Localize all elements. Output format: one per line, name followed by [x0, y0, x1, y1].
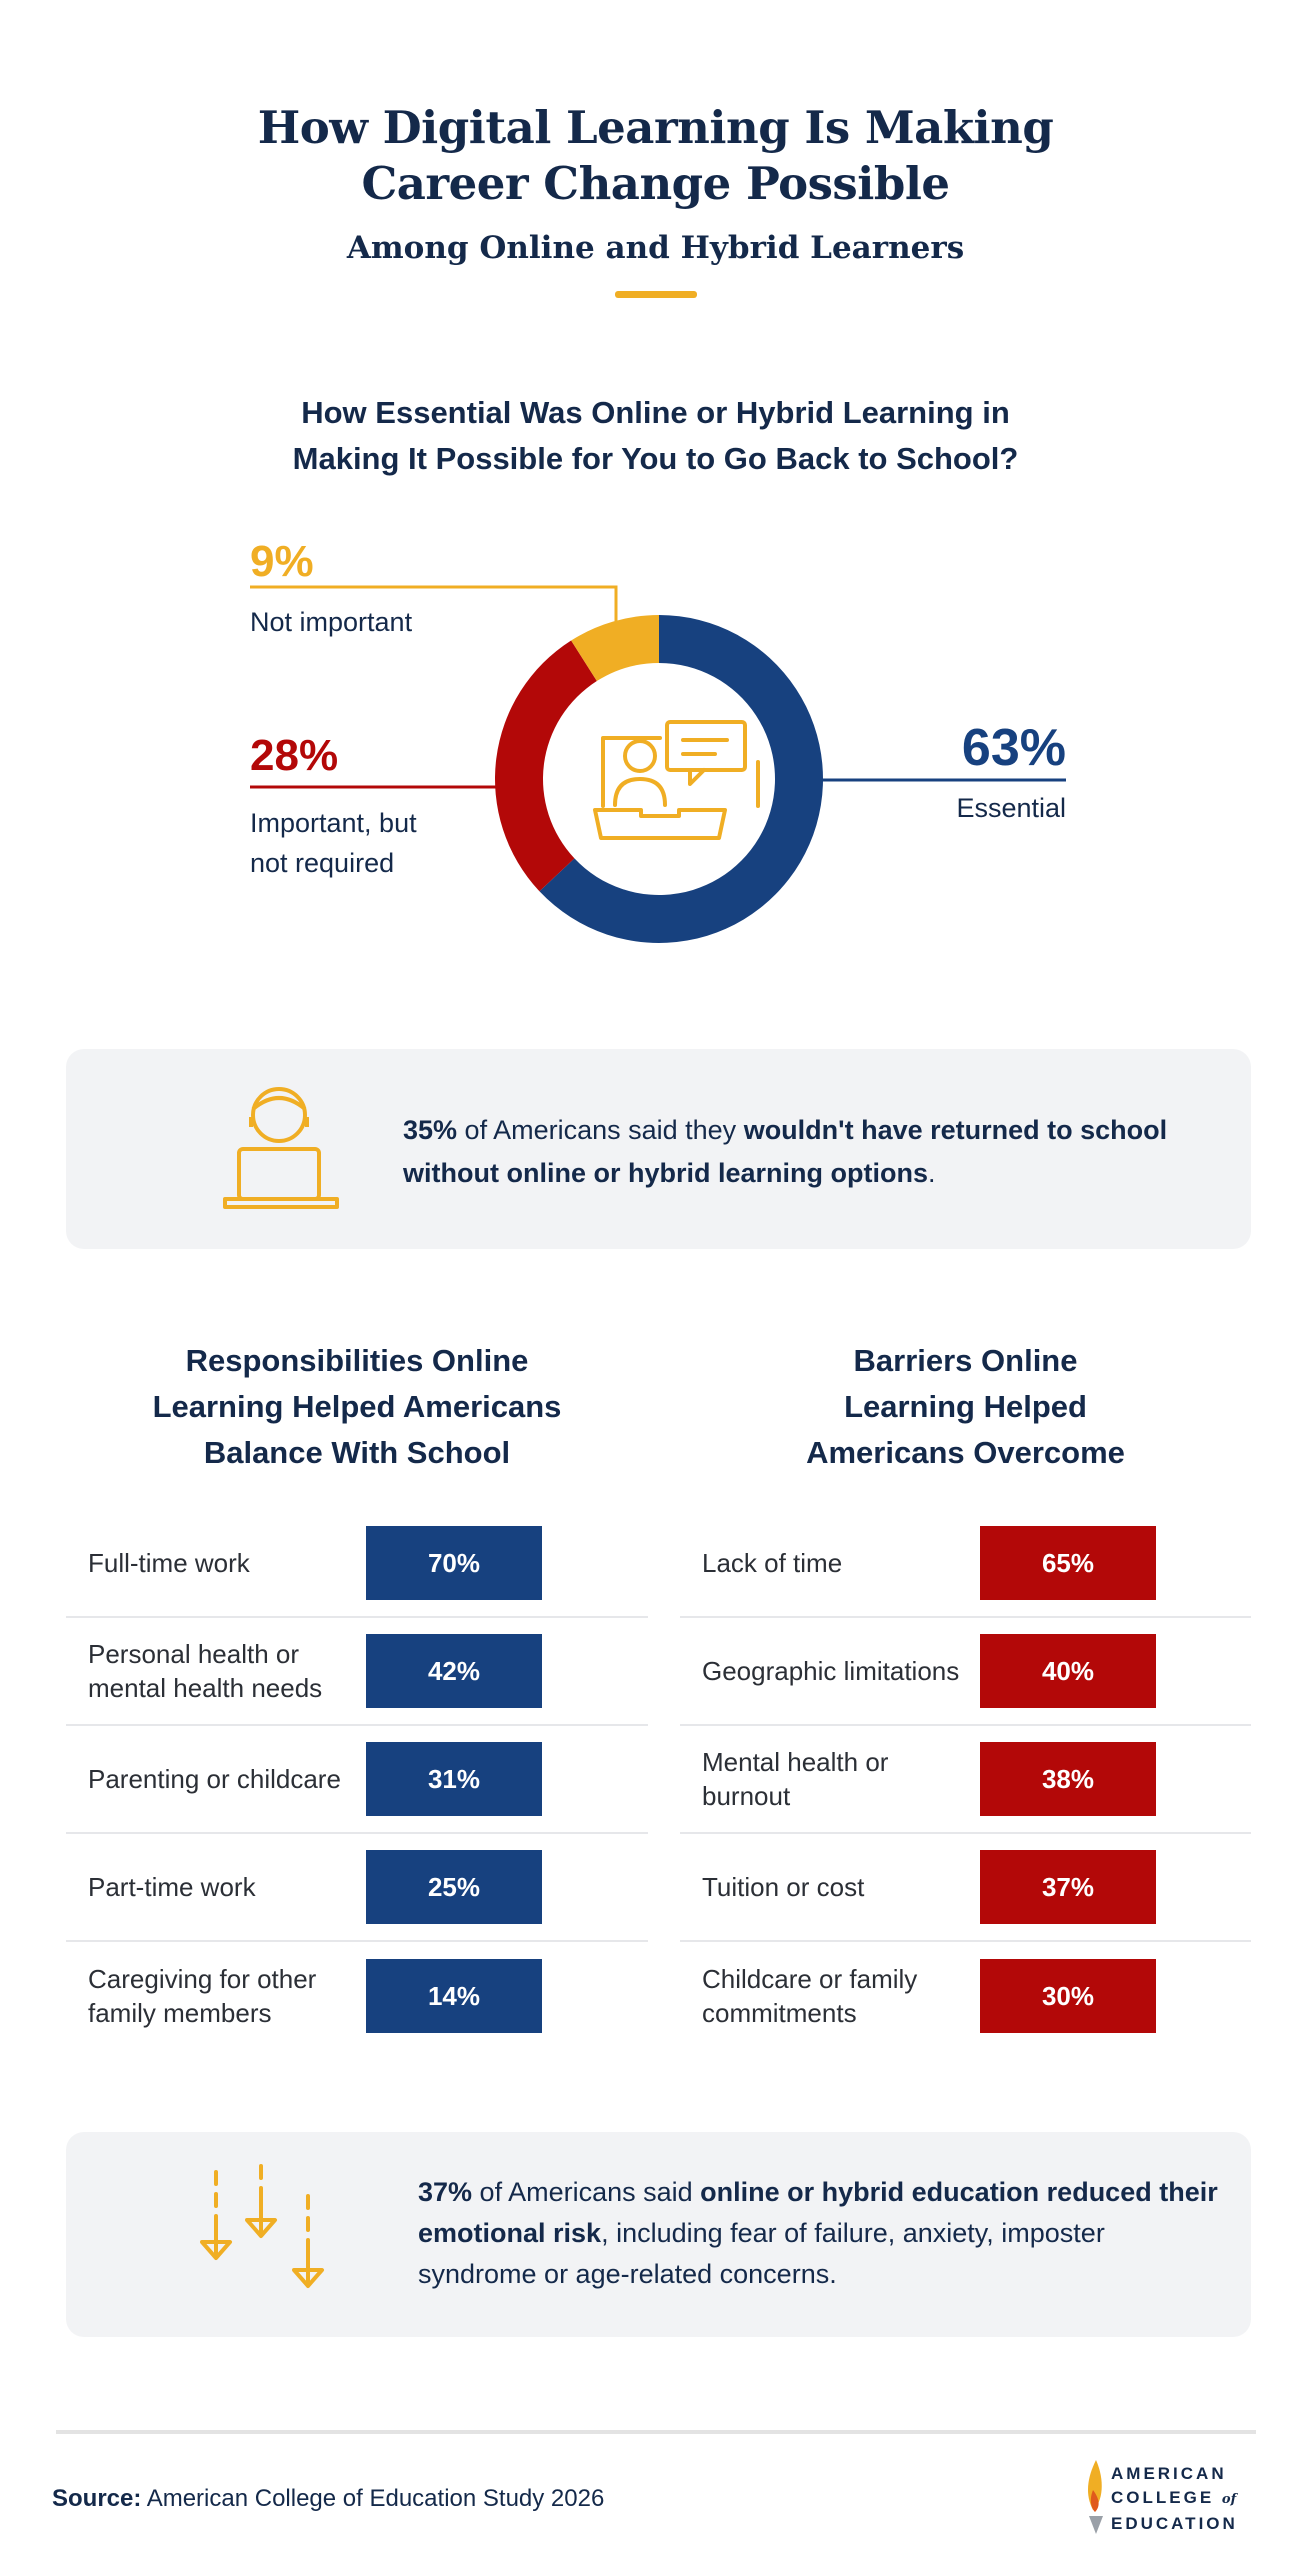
responsibilities-row: Parenting or childcare 31% — [66, 1726, 648, 1834]
footer-divider — [56, 2430, 1256, 2434]
down-arrows-icon — [200, 2164, 324, 2288]
donut-slice-essential — [539, 615, 823, 943]
row-label: Mental health or burnout — [702, 1747, 889, 1811]
donut-slice-not-important — [571, 615, 659, 682]
slice-label-value-important: 28% — [250, 731, 339, 780]
callout-text: 35% of Americans said they wouldn't have… — [403, 1115, 1168, 1188]
leader-line-not-important — [250, 585, 618, 625]
row-label: Parenting or childcare — [88, 1764, 341, 1794]
ace-logo: AMERICAN COLLEGE of EDUCATION — [1085, 2460, 1255, 2535]
slice-label-important: Important, but not required — [250, 808, 417, 878]
page-subtitle: Among Online and Hybrid Learners — [346, 230, 965, 266]
barriers-row: Mental health or burnout 38% — [680, 1726, 1251, 1834]
row-label: Childcare or family commitments — [702, 1964, 918, 2028]
row-label: Caregiving for other family members — [88, 1964, 317, 2028]
slice-label-value-essential: 63% — [961, 719, 1066, 777]
row-label: Lack of time — [702, 1548, 843, 1578]
callout-text: 37% of Americans said online or hybrid e… — [418, 2177, 1218, 2289]
accent-divider — [615, 291, 697, 298]
row-value-badge: 31% — [366, 1742, 542, 1816]
row-value-badge: 70% — [366, 1526, 542, 1600]
row-value-badge: 14% — [366, 1959, 542, 2033]
row-label: Tuition or cost — [702, 1872, 865, 1902]
donut-chart — [250, 585, 1066, 943]
source-note: Source: American College of Education St… — [52, 2485, 605, 2512]
online-learner-icon — [593, 720, 760, 840]
responsibilities-row: Caregiving for other family members 14% — [66, 1942, 648, 2050]
barriers-heading: Barriers Online Learning Helped Americans … — [806, 1343, 1125, 1470]
barriers-row: Tuition or cost 37% — [680, 1834, 1251, 1942]
responsibilities-row: Personal health or mental health needs 42… — [66, 1618, 648, 1726]
slice-label-value-not-important: 9% — [250, 537, 314, 586]
row-label: Geographic limitations — [702, 1656, 960, 1686]
callout-box-emotional-risk: 37% of Americans said online or hybrid e… — [66, 2132, 1251, 2337]
row-label: Full-time work — [88, 1548, 250, 1578]
row-label: Part-time work — [88, 1872, 256, 1902]
row-value-badge: 42% — [366, 1634, 542, 1708]
torch-flame-icon — [1087, 2460, 1103, 2534]
row-value-badge: 25% — [366, 1850, 542, 1924]
row-value-badge: 40% — [980, 1634, 1156, 1708]
page-title: How Digital Learning Is Making Career Cha… — [257, 101, 1054, 210]
student-laptop-icon — [223, 1087, 339, 1209]
responsibilities-heading: Responsibilities Online Learning Helped A… — [152, 1343, 562, 1470]
row-value-badge: 37% — [980, 1850, 1156, 1924]
responsibilities-row: Part-time work 25% — [66, 1834, 648, 1942]
responsibilities-row: Full-time work 70% — [66, 1510, 648, 1618]
barriers-row: Childcare or family commitments 30% — [680, 1942, 1251, 2050]
row-label: Personal health or mental health needs — [88, 1639, 323, 1703]
row-value-badge: 30% — [980, 1959, 1156, 2033]
row-value-badge: 38% — [980, 1742, 1156, 1816]
chart-title: How Essential Was Online or Hybrid Learn… — [292, 395, 1019, 476]
barriers-row: Lack of time 65% — [680, 1510, 1251, 1618]
barriers-row: Geographic limitations 40% — [680, 1618, 1251, 1726]
slice-label-not-important: Not important — [250, 607, 413, 637]
callout-box-returned: 35% of Americans said they wouldn't have… — [66, 1049, 1251, 1249]
slice-label-essential: Essential — [956, 793, 1066, 823]
donut-slice-important-but-not-required — [494, 640, 597, 892]
row-value-badge: 65% — [980, 1526, 1156, 1600]
